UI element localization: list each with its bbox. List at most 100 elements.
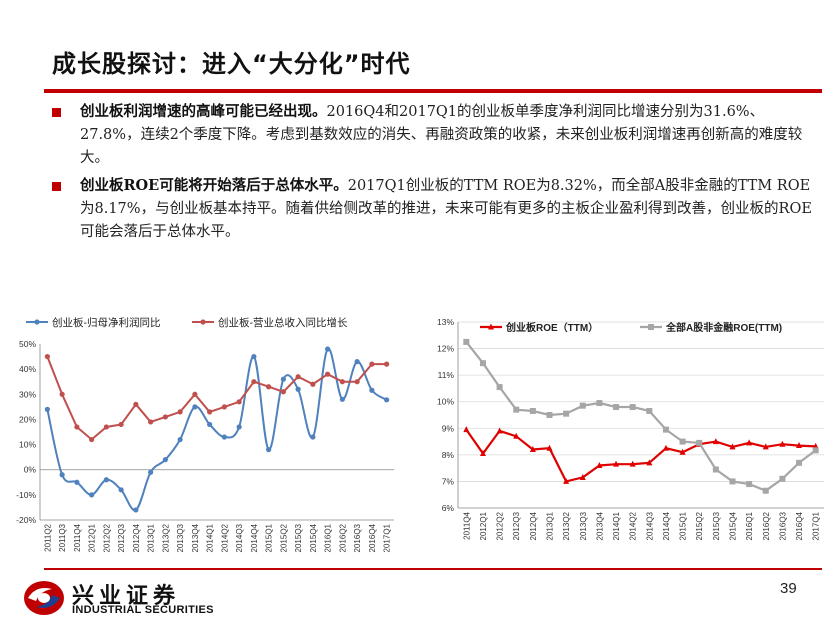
data-point <box>200 319 206 325</box>
data-point <box>779 440 786 447</box>
data-point <box>384 397 390 403</box>
data-point <box>762 443 769 450</box>
data-point <box>325 346 331 352</box>
bullet-body: 2016Q4和2017Q1的创业板单季度净利润同比增速分别为31.6%、27.8… <box>80 104 803 166</box>
bullet-body: 2017Q1创业板的TTM ROE为8.32%，而全部A股非金融的TTM ROE… <box>80 178 812 240</box>
y-tick-label: 11% <box>438 370 455 380</box>
data-point <box>295 374 301 380</box>
data-point <box>295 386 301 392</box>
data-point <box>679 438 686 445</box>
data-point <box>479 360 486 367</box>
data-point <box>613 404 620 411</box>
data-point <box>310 434 316 440</box>
x-tick-label: 2013Q3 <box>176 523 185 552</box>
data-point <box>148 469 154 475</box>
bullet-square-icon <box>52 182 61 191</box>
slide-title: 成长股探讨：进入“大分化”时代 <box>52 50 411 78</box>
bullet-heading: 创业板ROE可能将开始落后于总体水平。 <box>80 177 348 194</box>
x-tick-label: 2015Q3 <box>712 511 721 540</box>
series-line <box>465 428 816 483</box>
data-point <box>89 436 95 443</box>
logo-chinese-text: 兴业证券 <box>72 584 181 609</box>
data-point <box>162 414 168 420</box>
data-point <box>546 412 553 418</box>
y-tick-label: 30% <box>19 389 36 399</box>
series-line <box>46 356 387 441</box>
data-point <box>546 444 553 451</box>
x-tick-label: 2016Q1 <box>324 523 333 552</box>
data-point <box>177 436 183 443</box>
legend-label: 创业板-营业总收入同比增长 <box>218 316 348 329</box>
bullet-square-icon <box>52 108 61 117</box>
data-point <box>496 384 503 391</box>
x-tick-label: 2014Q4 <box>250 523 259 552</box>
x-tick-label: 2016Q3 <box>778 511 787 540</box>
x-tick-label: 2012Q1 <box>88 523 97 552</box>
data-point <box>339 379 345 385</box>
data-point <box>646 408 653 415</box>
x-tick-label: 2016Q1 <box>745 511 754 540</box>
data-point <box>192 391 198 397</box>
data-point <box>463 426 470 433</box>
data-point <box>354 359 360 365</box>
data-point <box>662 444 669 451</box>
x-tick-label: 2011Q4 <box>73 523 82 551</box>
data-point <box>384 361 390 367</box>
x-tick-label: 2011Q4 <box>462 511 471 539</box>
x-tick-label: 2016Q3 <box>353 523 362 552</box>
x-tick-label: 2012Q2 <box>102 523 111 552</box>
x-tick-label: 2016Q4 <box>795 511 804 540</box>
x-tick-label: 2015Q4 <box>729 511 738 540</box>
data-point <box>236 424 242 430</box>
data-point <box>746 481 753 488</box>
data-point <box>221 434 227 440</box>
data-point <box>162 457 168 463</box>
data-point <box>762 487 769 494</box>
legend-label: 创业板-归母净利润同比 <box>52 316 161 329</box>
data-point <box>369 361 375 367</box>
bullet-text: 创业板利润增速的高峰可能已经出现。2016Q4和2017Q1的创业板单季度净利润… <box>80 100 812 170</box>
y-tick-label: 6% <box>442 503 455 513</box>
data-point <box>280 376 286 382</box>
y-tick-label: -20% <box>16 515 36 525</box>
x-tick-label: 2014Q3 <box>235 523 244 552</box>
data-point <box>596 400 603 407</box>
x-tick-label: 2014Q1 <box>612 511 621 540</box>
bullet-profit-growth: 创业板利润增速的高峰可能已经出现。2016Q4和2017Q1的创业板单季度净利润… <box>52 100 812 170</box>
x-tick-label: 2013Q2 <box>161 523 170 552</box>
data-point <box>648 324 654 330</box>
bullet-roe: 创业板ROE可能将开始落后于总体水平。2017Q1创业板的TTM ROE为8.3… <box>52 174 812 244</box>
data-point <box>74 479 80 485</box>
x-tick-label: 2014Q1 <box>206 523 215 552</box>
y-tick-label: 13% <box>437 317 454 327</box>
legend-label: 全部A股非金融ROE(TTM) <box>665 321 782 334</box>
data-point <box>563 410 570 417</box>
x-tick-label: 2012Q3 <box>117 523 126 552</box>
data-point <box>34 319 40 325</box>
bullet-heading: 创业板利润增速的高峰可能已经出现。 <box>80 103 327 120</box>
data-point <box>266 447 272 453</box>
company-logo-icon <box>24 581 64 615</box>
data-point <box>103 477 109 483</box>
data-point <box>59 391 65 397</box>
data-point <box>729 478 736 485</box>
data-point <box>596 461 603 468</box>
x-tick-label: 2016Q4 <box>368 523 377 552</box>
data-point <box>796 459 803 466</box>
x-tick-label: 2011Q3 <box>58 523 67 551</box>
data-point <box>133 401 139 407</box>
data-point <box>529 408 536 415</box>
x-tick-label: 2011Q2 <box>43 523 52 551</box>
y-tick-label: -10% <box>16 490 36 500</box>
data-point <box>280 389 286 395</box>
x-tick-label: 2015Q1 <box>679 511 688 540</box>
data-point <box>354 379 360 385</box>
growth-chart: -20% -10% 0% 10% 20% 30% 40% 50% 2011Q2 2011Q3 201… <box>16 316 394 552</box>
data-point <box>74 424 80 430</box>
x-tick-label: 2012Q3 <box>512 511 521 540</box>
x-tick-label: 2015Q3 <box>294 523 303 552</box>
data-point <box>479 450 486 457</box>
data-point <box>646 459 653 466</box>
data-point <box>579 473 586 480</box>
data-point <box>613 460 620 467</box>
